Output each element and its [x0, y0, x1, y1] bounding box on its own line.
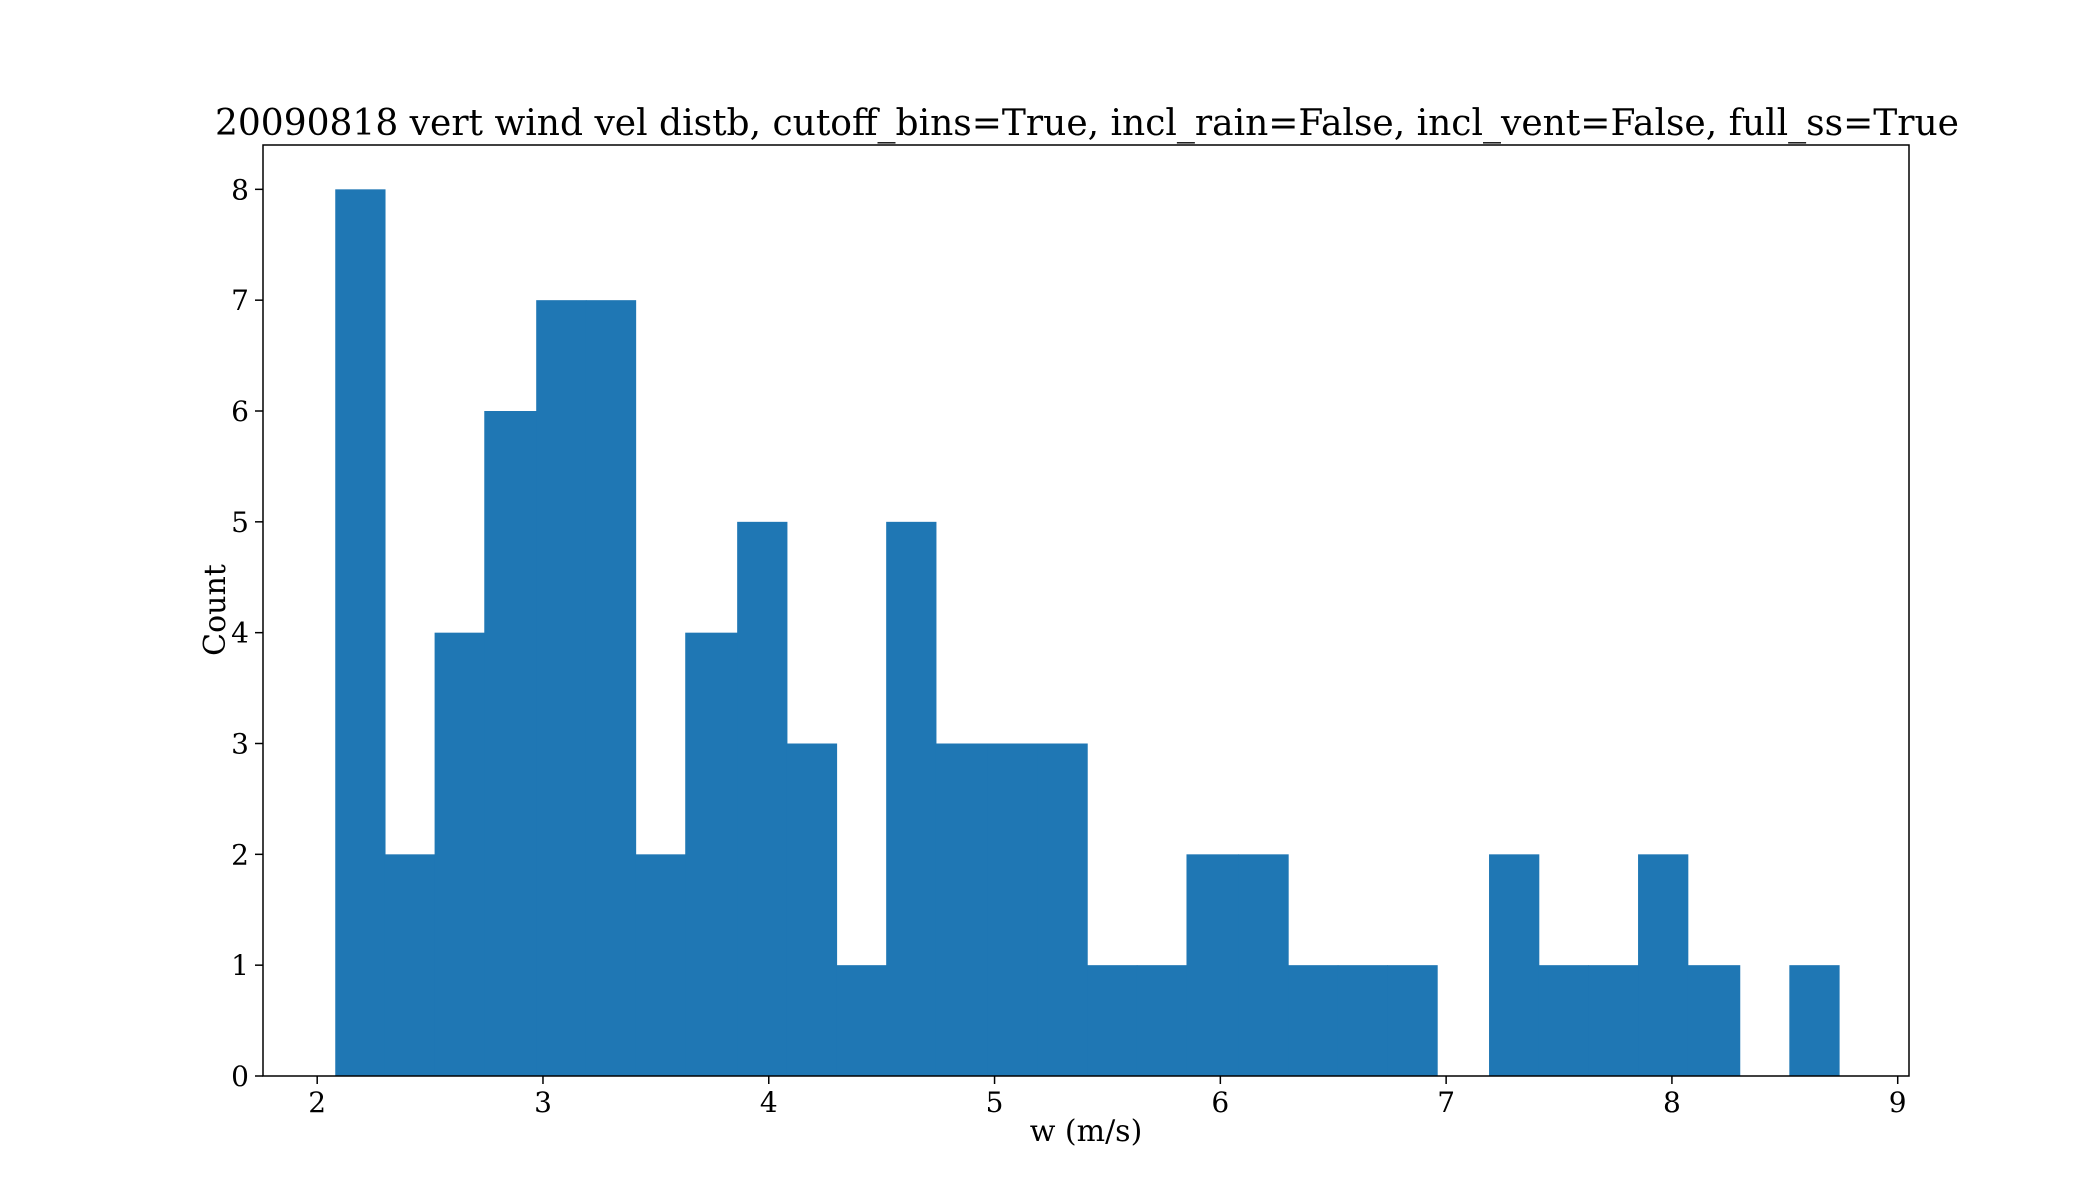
y-tick-label: 7 — [231, 284, 249, 317]
histogram-bar — [1288, 965, 1339, 1076]
y-tick-label: 8 — [231, 173, 249, 206]
histogram-bar — [434, 632, 485, 1076]
histogram-bar — [484, 411, 537, 1076]
x-axis-ticks: 2 3 4 5 6 7 8 9 — [308, 1076, 1907, 1119]
histogram-bar — [1588, 965, 1639, 1076]
x-tick-label: 2 — [308, 1086, 326, 1119]
histogram-bar — [536, 300, 587, 1077]
histogram-bar — [1337, 965, 1389, 1076]
x-tick-label: 3 — [534, 1086, 552, 1119]
histogram-bar — [1789, 965, 1840, 1076]
histogram-bar — [685, 632, 738, 1076]
histogram-bar — [335, 189, 386, 1077]
histogram-bar — [1638, 854, 1689, 1076]
histogram-bar — [635, 854, 686, 1076]
histogram-bar — [1687, 965, 1741, 1076]
histogram-bar — [786, 743, 838, 1076]
histogram-bar — [836, 965, 887, 1076]
x-tick-label: 8 — [1663, 1086, 1681, 1119]
y-tick-label: 1 — [231, 949, 249, 982]
y-tick-label: 2 — [231, 838, 249, 871]
x-tick-label: 5 — [986, 1086, 1004, 1119]
y-tick-label: 3 — [231, 728, 249, 761]
histogram-bar — [1489, 854, 1540, 1076]
histogram-bar — [1238, 854, 1289, 1076]
histogram-bar — [1387, 965, 1438, 1076]
y-tick-label: 5 — [231, 506, 249, 539]
x-axis-label: w (m/s) — [1030, 1114, 1143, 1149]
histogram-bar — [987, 743, 1039, 1076]
histogram-bar — [1087, 965, 1138, 1076]
x-tick-label: 9 — [1889, 1086, 1907, 1119]
x-tick-label: 7 — [1437, 1086, 1455, 1119]
histogram-bar — [1136, 965, 1188, 1076]
histogram-bar — [585, 300, 637, 1077]
x-tick-label: 4 — [760, 1086, 778, 1119]
y-tick-label: 0 — [231, 1060, 249, 1093]
plot-area-frame — [262, 144, 1910, 1077]
histogram-bar — [935, 743, 989, 1076]
histogram-bar — [886, 521, 937, 1076]
chart-title: 20090818 vert wind vel distb, cutoff_bin… — [215, 103, 1959, 144]
histogram-bar — [1037, 743, 1088, 1076]
y-tick-label: 4 — [231, 617, 249, 650]
y-axis-ticks: 0 1 2 3 4 5 6 7 8 — [231, 173, 263, 1093]
histogram-bar — [737, 521, 788, 1076]
x-tick-label: 6 — [1211, 1086, 1229, 1119]
histogram-bar — [384, 854, 436, 1076]
histogram-bar — [1538, 965, 1589, 1076]
y-axis-label: Count — [198, 564, 233, 656]
bar-group — [335, 189, 1840, 1077]
y-tick-label: 6 — [231, 395, 249, 428]
histogram-bar — [1186, 854, 1240, 1076]
